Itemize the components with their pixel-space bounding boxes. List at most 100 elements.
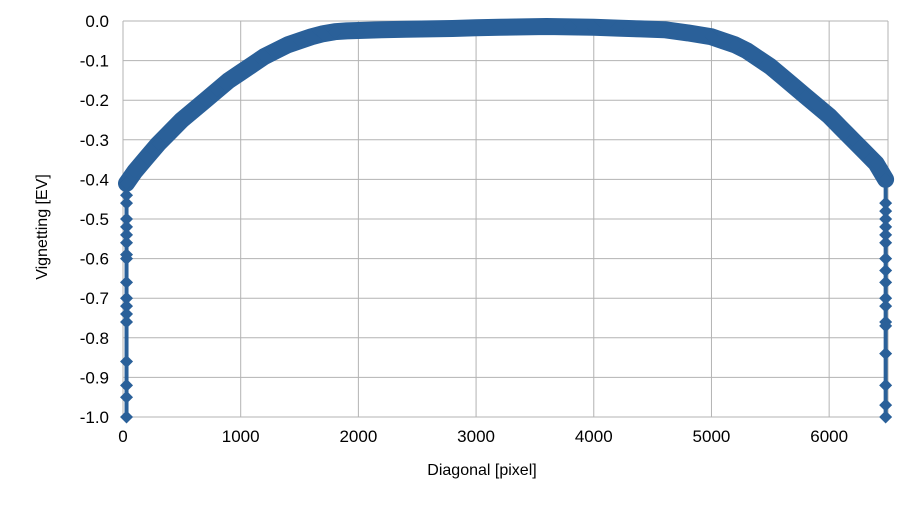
data-point-marker xyxy=(151,136,166,151)
data-point-marker xyxy=(120,307,134,321)
data-point-marker xyxy=(120,236,134,250)
data-point-marker xyxy=(879,252,893,266)
data-point-marker xyxy=(198,93,213,108)
data-point-marker xyxy=(174,113,189,127)
data-point-marker xyxy=(120,355,134,369)
data-point-marker xyxy=(610,21,625,36)
data-point-marker xyxy=(120,252,134,266)
data-point-marker xyxy=(292,33,307,48)
data-point-marker xyxy=(469,20,484,35)
data-point-marker xyxy=(775,69,790,84)
data-point-marker xyxy=(120,188,134,202)
data-point-marker xyxy=(339,23,354,38)
data-point-marker xyxy=(327,24,342,39)
data-point-marker xyxy=(633,21,648,36)
data-point-marker xyxy=(492,20,507,35)
y-tick-label: -0.5 xyxy=(80,210,109,229)
data-point-marker xyxy=(127,164,142,179)
data-point-marker xyxy=(879,212,893,226)
data-point-marker xyxy=(398,22,413,37)
data-point-marker xyxy=(879,236,893,250)
y-tick-label: 0.0 xyxy=(85,12,109,31)
y-tick-label: -0.3 xyxy=(80,131,109,150)
data-point-marker xyxy=(120,390,134,404)
series-layer xyxy=(118,18,895,424)
data-point-marker xyxy=(879,378,893,392)
data-point-marker xyxy=(833,120,848,135)
y-tick-label: -0.7 xyxy=(80,289,109,308)
y-axis-title: Vignetting [EV] xyxy=(34,174,51,280)
data-point-marker xyxy=(120,275,134,289)
grid-layer xyxy=(122,20,889,418)
data-point-marker xyxy=(120,291,134,305)
data-point-marker xyxy=(879,319,893,333)
data-point-marker xyxy=(798,89,813,104)
data-point-marker xyxy=(739,43,754,58)
x-tick-label: 1000 xyxy=(222,427,260,446)
data-point-marker xyxy=(120,212,134,226)
data-point-marker xyxy=(120,176,134,190)
y-tick-labels: 0.0 -0.1 -0.2 -0.3 -0.4 -0.5 -0.6 -0.7 -0.8 -0.9 -… xyxy=(80,12,109,427)
data-point-marker xyxy=(516,19,531,34)
data-point-marker xyxy=(704,29,719,44)
x-tick-label: 4000 xyxy=(575,427,613,446)
data-point-marker xyxy=(304,29,319,44)
x-tick-label: 5000 xyxy=(693,427,731,446)
y-tick-label: -0.2 xyxy=(80,91,109,110)
y-tick-label: -0.4 xyxy=(80,170,109,189)
data-point-marker xyxy=(879,228,893,242)
data-point-marker xyxy=(879,172,893,186)
data-point-marker xyxy=(822,109,837,124)
x-tick-label: 2000 xyxy=(339,427,377,446)
x-tick-label: 0 xyxy=(118,427,127,446)
data-point-marker xyxy=(857,144,872,159)
data-point-marker xyxy=(120,410,134,424)
x-tick-label: 3000 xyxy=(457,427,495,446)
data-point-marker xyxy=(716,33,731,48)
data-point-marker xyxy=(539,19,554,34)
data-point-marker xyxy=(879,299,893,313)
data-point-marker xyxy=(751,51,766,66)
data-point-marker xyxy=(879,204,893,218)
data-point-marker xyxy=(879,196,893,210)
data-point-marker xyxy=(269,43,283,58)
data-point-marker xyxy=(422,21,436,36)
y-tick-label: -0.1 xyxy=(80,52,109,71)
data-point-marker xyxy=(563,19,578,34)
data-point-marker xyxy=(374,22,389,37)
data-point-marker xyxy=(120,228,134,242)
y-tick-label: -1.0 xyxy=(80,408,109,427)
data-point-marker xyxy=(120,299,134,313)
data-point-marker xyxy=(810,99,825,114)
data-point-marker xyxy=(763,59,778,74)
x-axis-title: Diagonal [pixel] xyxy=(427,462,536,479)
x-tick-label: 6000 xyxy=(810,427,848,446)
data-point-marker xyxy=(680,25,695,40)
data-point-marker xyxy=(786,79,801,94)
x-tick-labels: 0 1000 2000 3000 4000 5000 6000 xyxy=(118,427,848,446)
data-point-marker xyxy=(879,291,893,305)
data-point-marker xyxy=(120,378,134,392)
y-tick-label: -0.8 xyxy=(80,329,109,348)
data-point-marker xyxy=(586,20,601,35)
data-point-marker xyxy=(879,410,893,424)
data-point-marker xyxy=(845,132,860,147)
data-point-marker xyxy=(879,263,893,277)
data-point-marker xyxy=(186,103,201,118)
data-point-marker xyxy=(728,37,742,52)
data-point-marker xyxy=(280,37,295,52)
data-point-marker xyxy=(233,65,248,80)
data-point-marker xyxy=(879,398,893,412)
data-point-marker xyxy=(210,83,225,98)
data-point-marker xyxy=(139,150,154,165)
data-point-marker xyxy=(351,23,366,38)
y-tick-label: -0.9 xyxy=(80,368,109,387)
data-point-marker xyxy=(120,196,134,210)
data-point-marker xyxy=(221,73,236,88)
data-point-marker xyxy=(120,315,134,329)
y-tick-label: -0.6 xyxy=(80,250,109,269)
data-point-marker xyxy=(445,21,460,36)
data-point-marker xyxy=(879,347,893,361)
data-point-marker xyxy=(879,275,893,289)
